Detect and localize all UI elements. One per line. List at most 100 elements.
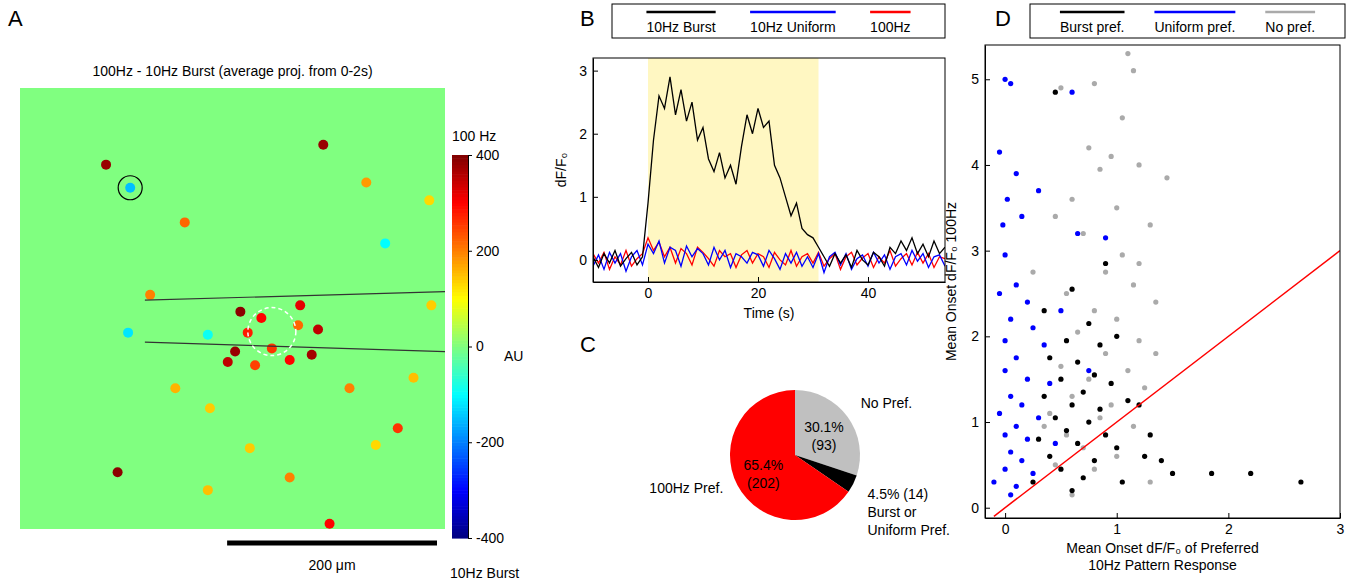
point xyxy=(1092,372,1097,377)
colorbar-bottom-label: 10Hz Burst xyxy=(450,565,519,581)
point xyxy=(1014,355,1019,360)
tick-mark xyxy=(593,197,598,198)
point xyxy=(1131,424,1136,429)
point xyxy=(1069,488,1074,493)
tick: 0 xyxy=(971,500,990,516)
point xyxy=(1109,402,1114,407)
cell xyxy=(285,355,295,365)
tick-label: 0 xyxy=(645,285,653,301)
cell xyxy=(313,325,323,335)
tick-mark xyxy=(468,251,472,252)
point xyxy=(1042,342,1047,347)
tick-mark xyxy=(468,442,472,443)
point xyxy=(1030,269,1035,274)
point xyxy=(1081,231,1086,236)
point xyxy=(1069,287,1074,292)
reference-line xyxy=(994,251,1340,517)
cell xyxy=(123,328,133,338)
point xyxy=(1148,479,1153,484)
x-axis-title: Time (s) xyxy=(744,305,795,321)
point xyxy=(1209,471,1214,476)
tick-mark xyxy=(593,71,598,72)
tick-mark xyxy=(1228,513,1229,518)
panel-d: 0123012345Mean Onset dF/F₀ of Preferred1… xyxy=(943,4,1345,573)
point xyxy=(1114,205,1119,210)
legend-swatch xyxy=(870,11,910,14)
point xyxy=(1053,90,1058,95)
tick: 2 xyxy=(971,328,990,344)
panel-letter: D xyxy=(995,6,1011,31)
cell xyxy=(424,195,434,205)
point xyxy=(1075,441,1080,446)
tick-mark xyxy=(985,422,990,423)
cell xyxy=(256,313,266,323)
colorbar-title: AU xyxy=(504,348,523,364)
point xyxy=(1036,437,1041,442)
tick: 5 xyxy=(971,71,990,87)
point xyxy=(1136,261,1141,266)
point xyxy=(1030,479,1035,484)
tick: 0 xyxy=(645,277,653,301)
tick: 40 xyxy=(861,277,877,301)
legend-swatch xyxy=(1265,11,1315,14)
cell xyxy=(125,183,135,193)
tick-label: 4 xyxy=(971,157,979,173)
tick-label: 3 xyxy=(1337,521,1345,537)
point xyxy=(1058,377,1063,382)
cell xyxy=(393,423,403,433)
point xyxy=(1053,415,1058,420)
tick-label: 20 xyxy=(751,285,767,301)
point xyxy=(1103,235,1108,240)
cell xyxy=(101,160,111,170)
category-label: Burst orUniform Pref. xyxy=(868,504,950,538)
point xyxy=(1058,364,1063,369)
point xyxy=(1002,432,1007,437)
tick-mark xyxy=(1340,513,1341,518)
point xyxy=(1030,325,1035,330)
colorbar: 4002000-200-400 xyxy=(452,147,504,546)
point xyxy=(1002,368,1007,373)
tick-mark xyxy=(648,277,649,282)
count-label: (14) xyxy=(903,486,928,502)
point xyxy=(1053,462,1058,467)
y-axis-line xyxy=(593,59,594,283)
tick-label: 1 xyxy=(1113,521,1121,537)
cell xyxy=(426,300,436,310)
tick-mark xyxy=(593,260,598,261)
cell xyxy=(307,350,317,360)
cell xyxy=(318,140,328,150)
point xyxy=(1114,445,1119,450)
figure: A100Hz - 10Hz Burst (average proj. from … xyxy=(0,0,1353,587)
point xyxy=(1036,188,1041,193)
legend-label: 100Hz xyxy=(870,19,910,35)
point xyxy=(1103,269,1108,274)
image xyxy=(20,88,445,529)
cell xyxy=(180,217,190,227)
point xyxy=(1014,282,1019,287)
point xyxy=(1125,368,1130,373)
tick-label: 0 xyxy=(1002,521,1010,537)
tick-mark xyxy=(985,79,990,80)
point xyxy=(1075,231,1080,236)
cell xyxy=(325,519,335,529)
point xyxy=(997,150,1002,155)
tick-mark xyxy=(985,165,990,166)
point xyxy=(1002,467,1007,472)
colorbar-axis: 4002000-200-400 xyxy=(468,147,504,546)
point xyxy=(997,411,1002,416)
tick: -400 xyxy=(468,530,504,546)
tick: 1 xyxy=(1113,513,1121,537)
data-label: 65.4% xyxy=(744,457,784,473)
tick-label: 3 xyxy=(971,243,979,259)
point xyxy=(1058,308,1063,313)
slice xyxy=(730,390,849,520)
point xyxy=(1069,402,1074,407)
point xyxy=(1164,175,1169,180)
point xyxy=(1248,471,1253,476)
point xyxy=(1053,441,1058,446)
legend-label: No pref. xyxy=(1265,19,1315,35)
legend-swatch xyxy=(1154,11,1235,14)
tick-label: 0 xyxy=(579,252,587,268)
point xyxy=(1019,214,1024,219)
legend-label: 10Hz Burst xyxy=(646,19,715,35)
